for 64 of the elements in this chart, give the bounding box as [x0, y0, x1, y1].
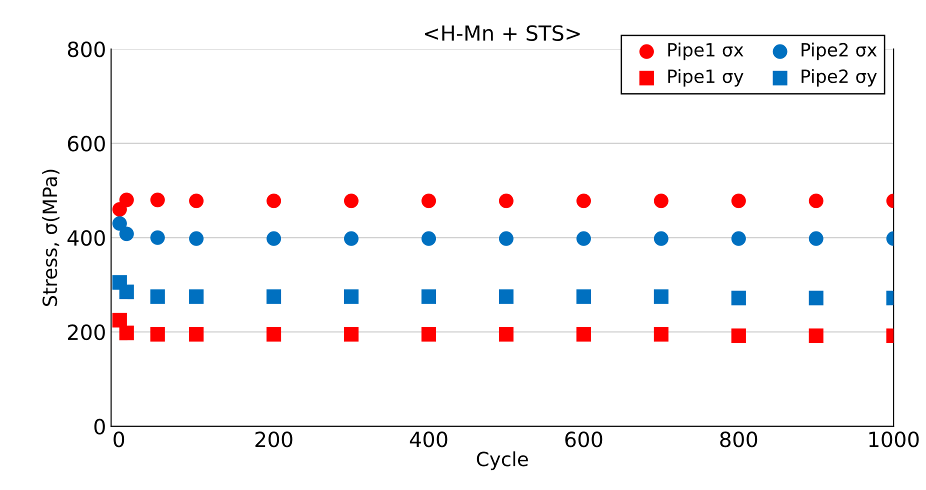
point: [189, 231, 204, 246]
y-tick-label: 400: [68, 230, 105, 246]
point: [731, 194, 746, 208]
chart-title: <H-Mn + STS>: [424, 25, 580, 41]
point: [189, 194, 204, 208]
legend-label: Pipe1 σy: [668, 69, 744, 87]
point: [654, 327, 668, 342]
point: [266, 327, 282, 342]
point: [576, 327, 591, 342]
legend-label: Pipe1 σx: [668, 42, 744, 60]
point: [344, 327, 359, 342]
point: [421, 327, 436, 342]
point: [344, 231, 359, 246]
legend-label: Pipe2 σy: [802, 69, 877, 87]
point: [421, 194, 436, 208]
y-tick-label: 800: [68, 41, 105, 58]
point: [498, 194, 514, 208]
point: [498, 289, 514, 304]
point: [112, 312, 127, 328]
y-axis-title: Stress, σ(MPa): [42, 170, 60, 306]
point: [119, 226, 134, 242]
point: [498, 231, 514, 246]
point: [654, 289, 668, 304]
point: [498, 327, 514, 342]
point: [266, 289, 282, 304]
point: [266, 231, 282, 246]
point: [119, 192, 134, 208]
point: [150, 289, 165, 304]
point: [654, 231, 668, 246]
y-tick-label: 600: [68, 136, 105, 152]
point: [189, 289, 204, 304]
x-tick-label: 1000: [869, 432, 919, 448]
point: [576, 231, 591, 246]
point: [266, 194, 282, 208]
point: [150, 192, 165, 208]
point: [808, 328, 824, 344]
x-tick-label: 0: [114, 432, 124, 448]
point: [189, 327, 204, 342]
point: [808, 290, 824, 306]
point: [654, 194, 668, 208]
legend-label: Pipe2 σx: [802, 42, 877, 60]
point: [344, 289, 359, 304]
point: [731, 290, 746, 306]
point: [150, 327, 165, 342]
y-tick-label: 0: [94, 418, 105, 435]
x-tick-label: 800: [720, 432, 758, 448]
point: [421, 231, 436, 246]
point: [344, 194, 359, 208]
point: [808, 231, 824, 246]
x-axis-title: Cycle: [476, 451, 528, 470]
x-tick-label: 200: [255, 432, 292, 448]
point: [808, 194, 824, 208]
point: [731, 231, 746, 246]
x-tick-label: 600: [565, 432, 602, 448]
point: [119, 284, 134, 300]
point: [576, 289, 591, 304]
point: [576, 194, 591, 208]
y-tick-label: 200: [68, 324, 105, 340]
point: [150, 230, 165, 245]
point: [731, 328, 746, 344]
point: [421, 289, 436, 304]
x-tick-label: 400: [410, 432, 448, 448]
point: [112, 216, 127, 231]
point: [119, 326, 134, 340]
